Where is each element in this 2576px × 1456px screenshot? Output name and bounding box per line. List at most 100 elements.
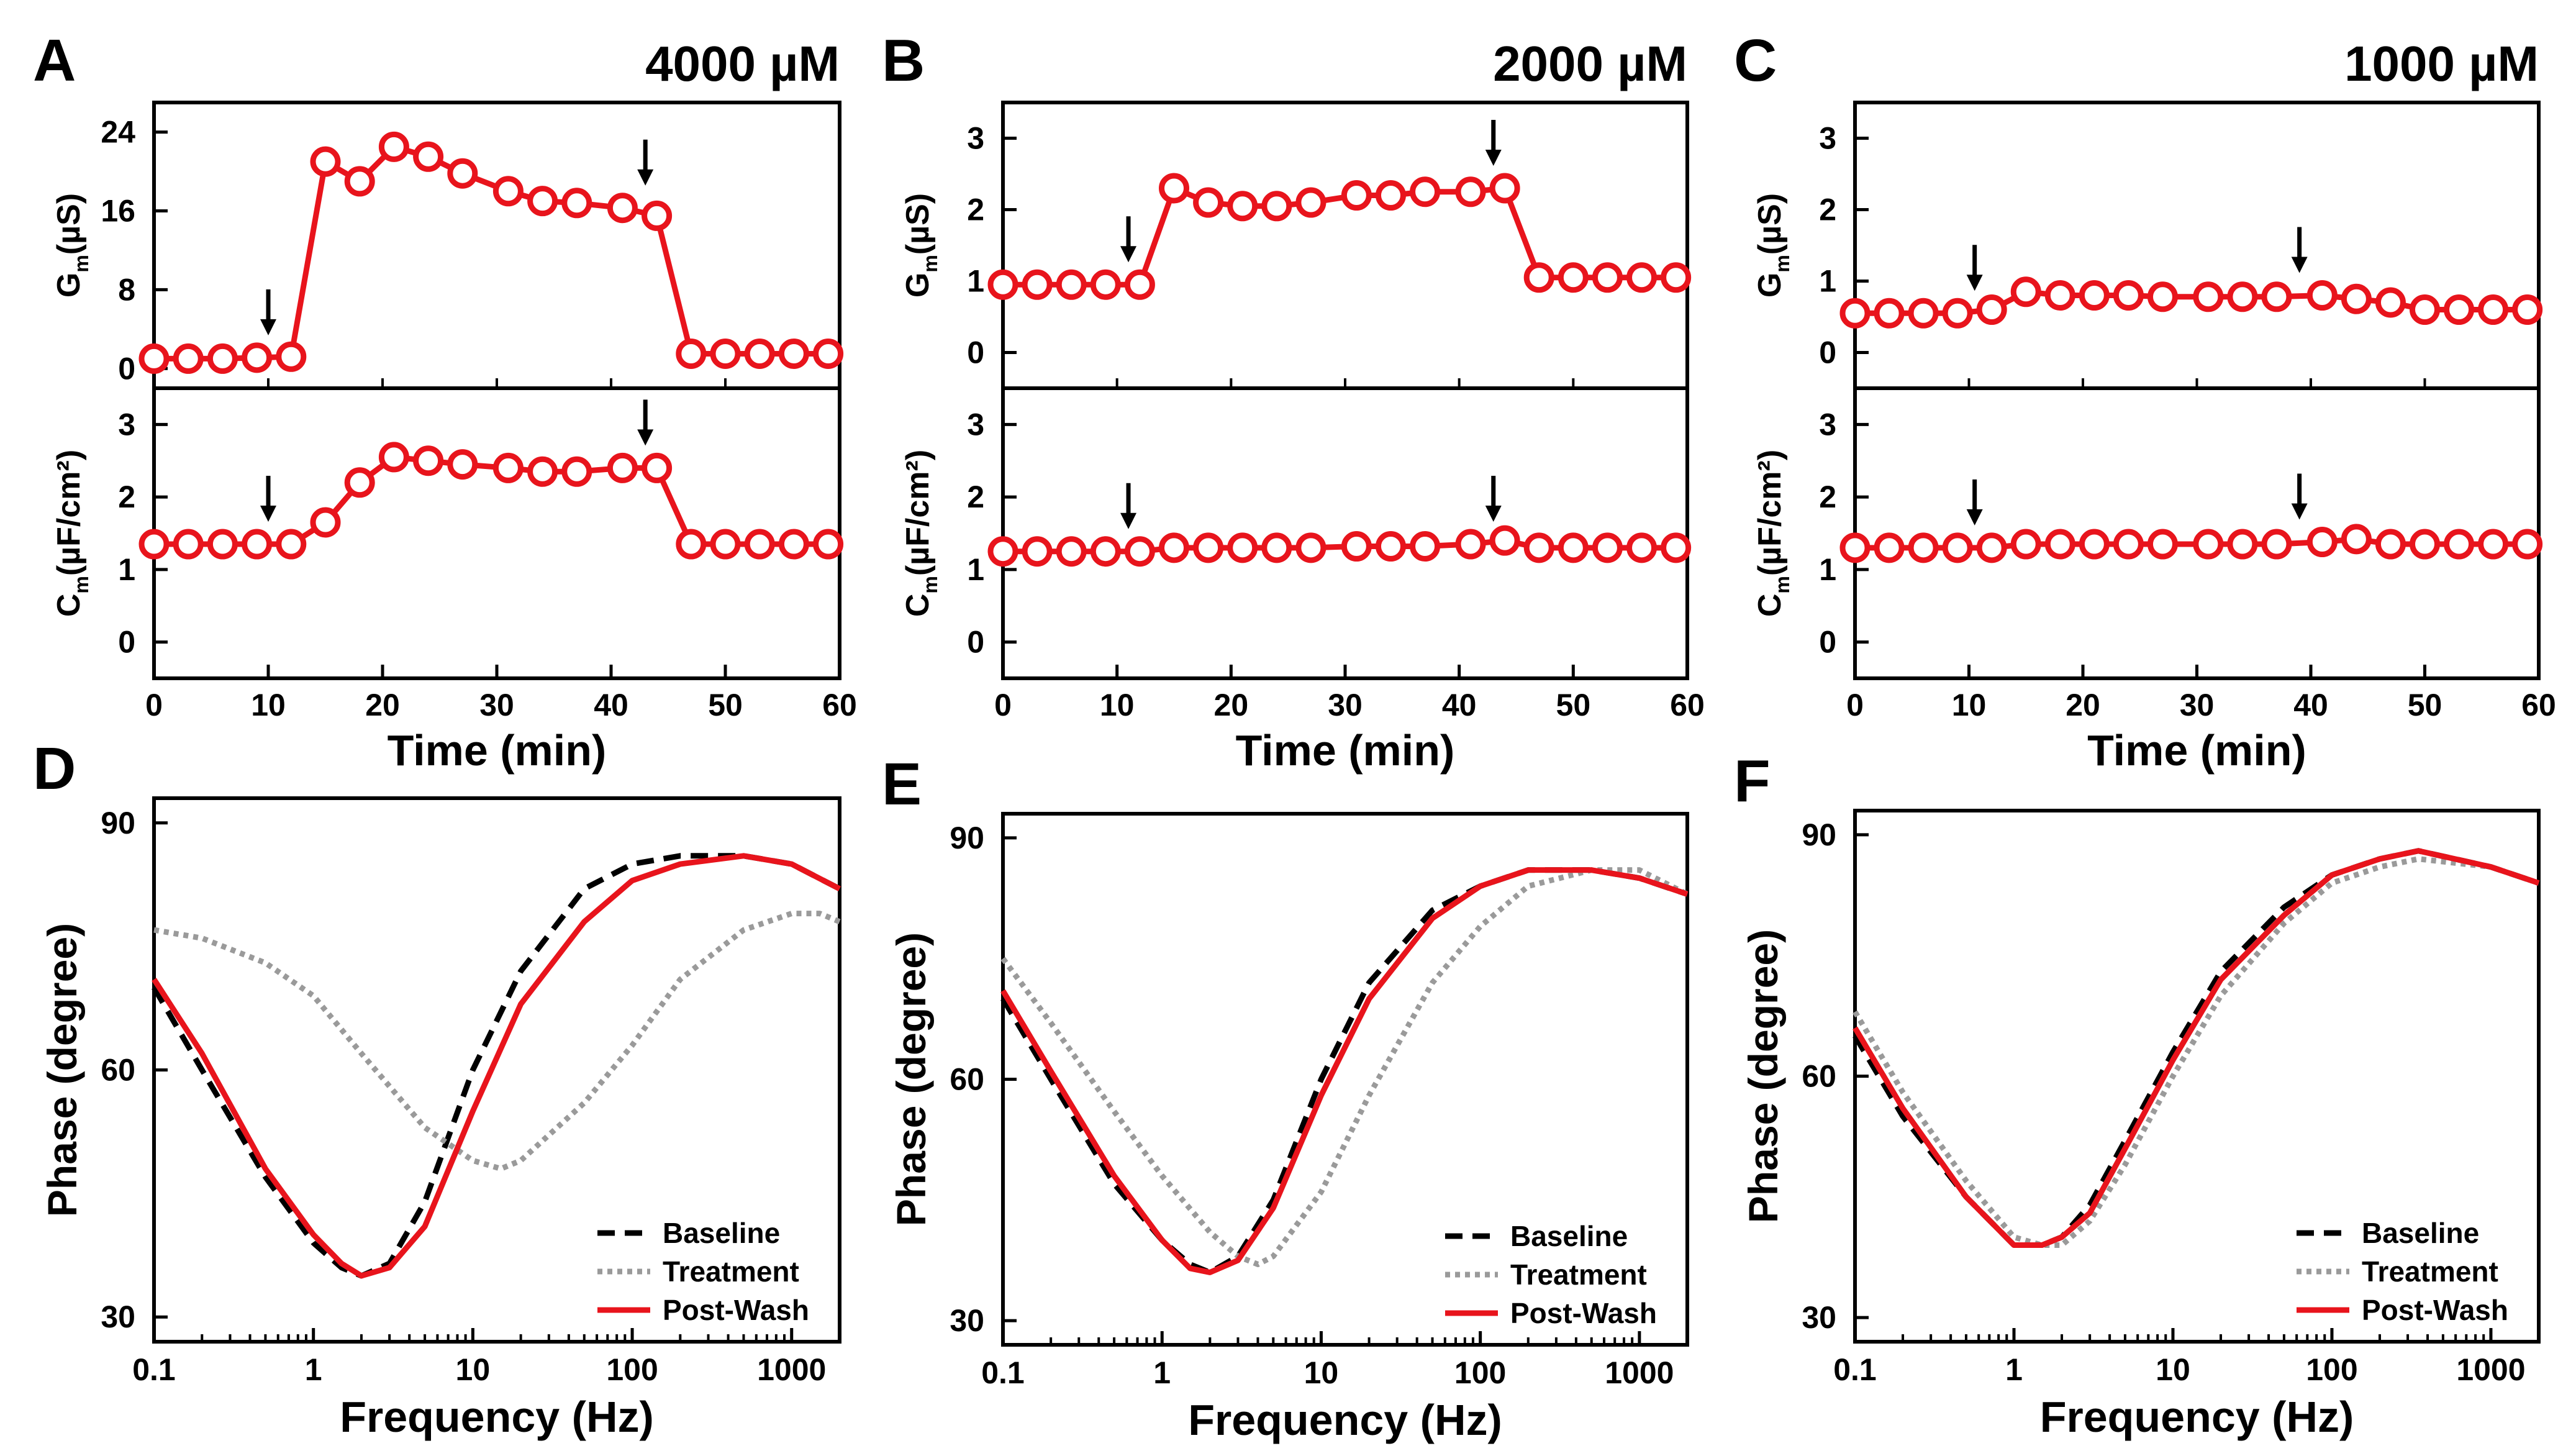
series-line-baseline (152, 853, 841, 1279)
cm-data-point (413, 445, 444, 476)
cm-arrow-head (2291, 503, 2308, 520)
ytick-label: 30 (101, 1299, 135, 1334)
gm-data-point (1976, 294, 2007, 325)
gm-data-point (2410, 294, 2440, 325)
xtick-label: 0 (994, 688, 1012, 722)
gm-data-point (1489, 173, 1520, 204)
panel-letter: E (882, 751, 922, 817)
cm-ylabel: Cm(µF/cm²) (51, 450, 93, 617)
xtick-label: 30 (1328, 688, 1363, 722)
gm-ylabel-sub: m (919, 255, 941, 272)
xtick-label: 0 (145, 688, 163, 722)
cm-data-point (138, 529, 170, 560)
cm-axes-frame (1001, 386, 1689, 680)
xtick-label: 10 (1304, 1355, 1339, 1390)
xtick-label: 10 (2156, 1352, 2190, 1387)
gm-data-point (2193, 281, 2224, 312)
cm-data-point (642, 452, 673, 483)
xtick-label: 10 (1100, 688, 1135, 722)
cm-data-point (1410, 531, 1441, 562)
gm-arrow-head (637, 169, 654, 186)
gm-data-point (1908, 298, 1939, 329)
gm-data-point (2306, 280, 2338, 311)
xtick-label: 40 (1442, 688, 1477, 722)
gm-data-point (2010, 276, 2041, 307)
gm-ylabel-main: G (900, 273, 936, 298)
gm-data-point (2444, 294, 2475, 325)
panel-title: 4000 µM (645, 36, 840, 91)
xtick-label: 10 (251, 688, 286, 722)
cm-ytick-label: 3 (118, 407, 135, 442)
gm-data-point (1874, 298, 1905, 329)
cm-data-point (1489, 525, 1520, 556)
y-axis-label: Phase (degree) (888, 932, 934, 1226)
cm-data-point (2113, 529, 2144, 560)
gm-arrow-head (1966, 275, 1983, 291)
legend-label: Post-Wash (1510, 1297, 1657, 1329)
cm-data-point (710, 529, 741, 560)
xtick-label: 60 (2521, 688, 2556, 722)
gm-ytick-label: 0 (1819, 335, 1836, 370)
gm-ylabel-unit: (µS) (900, 193, 936, 255)
cm-data-point (1193, 532, 1224, 563)
cm-arrow-head (1120, 512, 1137, 529)
x-axis-label: Time (min) (1236, 726, 1455, 775)
gm-data-point (527, 186, 558, 217)
xtick-label: 10 (456, 1352, 491, 1387)
legend-label: Baseline (1510, 1220, 1628, 1252)
cm-ytick-label: 1 (118, 552, 135, 587)
gm-ytick-label: 3 (967, 121, 984, 156)
gm-data-point (710, 338, 741, 369)
legend-label: Baseline (663, 1217, 780, 1249)
gm-data-point (344, 166, 375, 197)
x-axis-label: Time (min) (2087, 726, 2306, 775)
legend-label: Treatment (1510, 1258, 1647, 1291)
cm-data-point (2512, 529, 2543, 560)
gm-data-point (2261, 281, 2292, 312)
gm-data-point (1124, 269, 1155, 300)
panel-title: 2000 µM (1493, 36, 1687, 91)
series-line-treatment (1853, 856, 2540, 1249)
cm-data-point (607, 452, 638, 483)
xtick-label: 50 (708, 688, 743, 722)
ytick-label: 90 (1802, 817, 1836, 852)
gm-data-point (1193, 187, 1224, 218)
cm-data-point (2147, 529, 2178, 560)
cm-ytick-label: 3 (967, 407, 984, 442)
legend-label: Treatment (2362, 1255, 2498, 1288)
gm-data-point (1056, 269, 1087, 300)
cm-data-point (1090, 536, 1121, 567)
cm-data-point (1261, 532, 1292, 563)
gm-data-point (561, 188, 592, 219)
gm-data-point (1227, 191, 1258, 222)
gm-data-point (1455, 176, 1486, 207)
cm-data-point (1455, 529, 1486, 560)
gm-ytick-label: 2 (1819, 193, 1836, 227)
cm-arrow-head (1966, 509, 1983, 526)
ytick-label: 60 (1802, 1059, 1836, 1094)
gm-data-point (987, 269, 1018, 300)
gm-data-point (642, 200, 673, 231)
xtick-label: 50 (1556, 688, 1591, 722)
gm-data-point (1839, 298, 1871, 329)
cm-ylabel: Cm(µF/cm²) (900, 450, 941, 617)
gm-ytick-label: 3 (1819, 121, 1836, 156)
cm-data-point (2478, 529, 2509, 560)
cm-data-point (344, 467, 375, 498)
cm-ytick-label: 2 (118, 480, 135, 514)
gm-data-point (778, 338, 809, 369)
xtick-label: 40 (594, 688, 628, 722)
gm-data-point (2044, 280, 2075, 311)
gm-data-point (1942, 298, 1973, 329)
gm-data-point (1375, 180, 1406, 211)
series-line-post-wash (1853, 848, 2540, 1249)
series-line-post-wash (1000, 867, 1689, 1275)
x-axis-label: Frequency (Hz) (340, 1393, 654, 1441)
cm-data-point (276, 529, 307, 560)
cm-ylabel-sub: m (919, 576, 941, 593)
cm-arrow-head (1485, 506, 1502, 522)
gm-data-point (276, 341, 307, 372)
cm-data-point (2193, 529, 2224, 560)
xtick-label: 20 (2066, 688, 2100, 722)
ytick-label: 30 (1802, 1300, 1836, 1335)
